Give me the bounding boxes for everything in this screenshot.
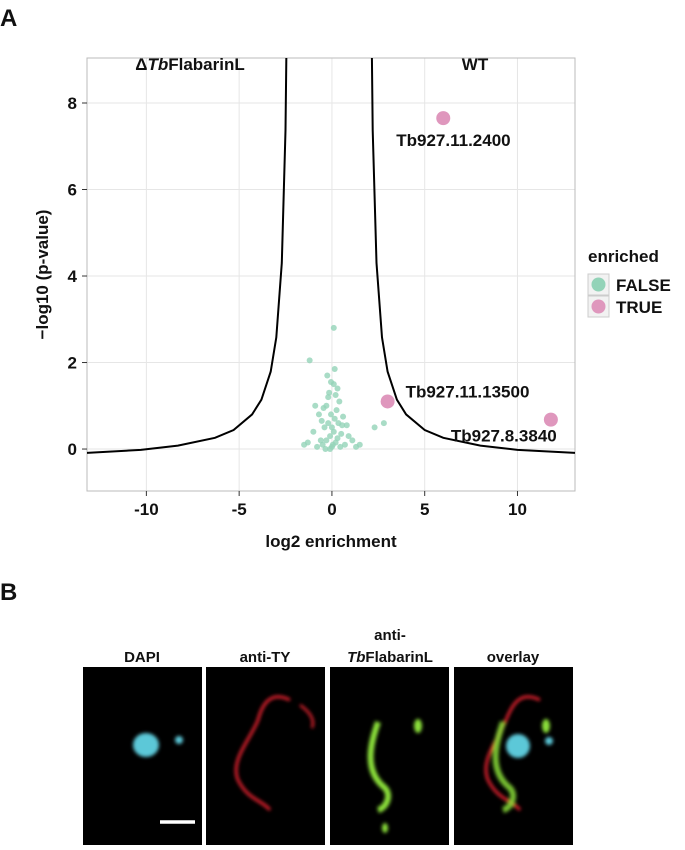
- label-part: Tb: [147, 55, 168, 74]
- overlay-kinetoplast: [545, 737, 553, 745]
- point: [337, 443, 344, 450]
- point: [327, 446, 334, 453]
- point-label: Tb927.8.3840: [451, 427, 557, 446]
- point: [327, 433, 334, 440]
- top-right-label: WT: [462, 55, 489, 74]
- label-part: FlabarinL: [365, 649, 433, 666]
- flagellum: [234, 695, 291, 812]
- point: [315, 411, 322, 418]
- point: [345, 433, 352, 440]
- point: [380, 394, 395, 409]
- threshold-curve: [370, 58, 575, 454]
- point: [306, 357, 313, 364]
- point: [341, 441, 348, 448]
- point: [328, 411, 334, 418]
- x-tick-label: -5: [232, 500, 247, 519]
- point: [333, 407, 340, 414]
- overlay-red: [484, 695, 541, 812]
- y-tick-label: 0: [68, 440, 77, 459]
- point: [324, 372, 331, 379]
- point: [334, 435, 341, 442]
- label-part: Δ: [135, 55, 147, 74]
- point: [356, 441, 363, 448]
- flabarin-signal: [367, 721, 391, 813]
- point: [340, 413, 347, 420]
- legend-swatch: [591, 277, 606, 292]
- image-label: DAPI: [124, 649, 160, 666]
- point: [380, 420, 387, 427]
- point: [328, 424, 335, 431]
- point: [331, 415, 338, 422]
- point: [317, 437, 324, 444]
- y-tick-label: 8: [68, 94, 77, 113]
- overlay-nucleus: [506, 734, 530, 758]
- point: [332, 391, 339, 398]
- plot-frame: [86, 57, 576, 492]
- point: [336, 398, 343, 405]
- x-tick-label: 5: [420, 500, 429, 519]
- point: [329, 441, 336, 448]
- image-panel: [330, 667, 449, 845]
- y-tick-label: 4: [68, 267, 78, 286]
- point: [330, 324, 337, 331]
- point: [331, 366, 338, 373]
- image-panel: [206, 667, 325, 845]
- legend-title: enriched: [588, 247, 659, 266]
- point: [301, 441, 308, 448]
- point: [543, 412, 558, 427]
- panel-label: B: [0, 579, 17, 606]
- point-label: Tb927.11.2400: [396, 131, 510, 150]
- point: [343, 422, 350, 429]
- point: [321, 424, 328, 431]
- top-left-label: ΔTbFlabarinL: [135, 55, 245, 74]
- point: [371, 424, 378, 431]
- point: [436, 111, 451, 126]
- x-tick-label: -10: [134, 500, 159, 519]
- point: [339, 422, 346, 429]
- nucleus: [133, 733, 159, 757]
- point: [320, 404, 327, 411]
- flabarin-signal: [414, 719, 422, 733]
- x-axis-label: log2 enrichment: [265, 532, 397, 551]
- image-label: overlay: [487, 649, 540, 666]
- threshold-curve: [87, 58, 288, 454]
- point: [310, 428, 317, 435]
- point: [328, 378, 334, 385]
- flabarin-signal: [382, 823, 388, 833]
- y-tick-label: 6: [68, 181, 77, 200]
- point-label: Tb927.11.13500: [406, 382, 530, 401]
- point: [349, 437, 356, 444]
- point: [312, 402, 319, 409]
- point: [314, 443, 321, 450]
- overlay-green: [542, 719, 550, 733]
- y-axis-label: −log10 (p-value): [33, 210, 52, 340]
- point: [323, 437, 330, 444]
- kinetoplast: [175, 736, 183, 744]
- panel-label: A: [0, 5, 17, 32]
- point: [322, 446, 329, 453]
- point: [318, 417, 325, 424]
- micrographs: [83, 667, 573, 845]
- legend-label: FALSE: [616, 276, 671, 295]
- legend-swatch: [591, 299, 606, 314]
- point: [338, 430, 345, 437]
- x-tick-label: 10: [508, 500, 527, 519]
- image-label: anti-TY: [240, 649, 291, 666]
- point: [325, 394, 332, 401]
- y-tick-label: 2: [68, 354, 77, 373]
- overlay-green: [492, 721, 516, 813]
- point: [325, 420, 332, 427]
- flagellum: [299, 703, 315, 729]
- image-label: anti-: [374, 627, 406, 644]
- point: [334, 385, 341, 392]
- label-part: Tb: [347, 649, 365, 666]
- x-tick-label: 0: [327, 500, 336, 519]
- image-label: TbFlabarinL: [347, 649, 433, 666]
- legend-label: TRUE: [616, 298, 662, 317]
- label-part: FlabarinL: [168, 55, 245, 74]
